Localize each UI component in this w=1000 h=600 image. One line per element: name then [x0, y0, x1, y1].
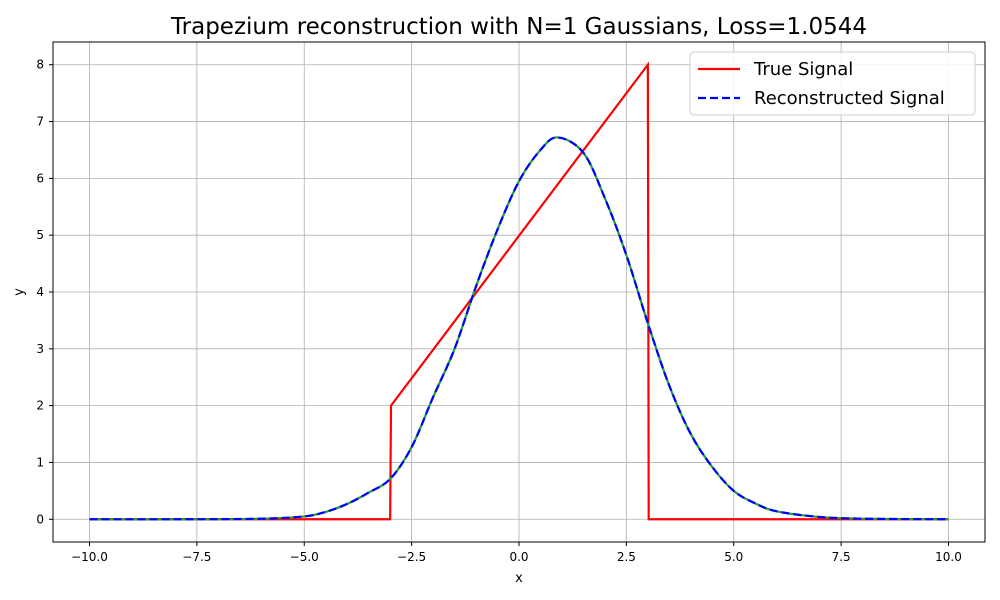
- plot-lines: [89, 61, 949, 521]
- legend: True Signal Reconstructed Signal: [689, 51, 976, 116]
- y-axis-ticks: 0 1 2 3 4 5 6 7 8: [36, 58, 53, 526]
- x-tick-label: −7.5: [182, 550, 211, 564]
- x-tick-label: −2.5: [397, 550, 426, 564]
- x-tick-label: −5.0: [290, 550, 319, 564]
- legend-true-signal-label: True Signal: [753, 59, 853, 80]
- legend-reconstructed-signal-label: Reconstructed Signal: [754, 88, 945, 109]
- y-tick-label: 3: [36, 342, 44, 356]
- x-axis-ticks: −10.0 −7.5 −5.0 −2.5 0.0 2.5 5.0 7.5 10.0: [71, 542, 962, 564]
- chart-title: Trapezium reconstruction with N=1 Gaussi…: [170, 14, 867, 40]
- y-tick-label: 8: [36, 58, 44, 72]
- true-signal-line: [89, 61, 949, 521]
- y-tick-label: 1: [36, 455, 44, 469]
- x-axis-label: x: [515, 571, 523, 586]
- x-tick-label: −10.0: [71, 550, 108, 564]
- x-tick-label: 5.0: [724, 550, 743, 564]
- y-tick-label: 2: [36, 399, 44, 413]
- y-tick-label: 7: [36, 115, 44, 129]
- grid: [53, 42, 985, 542]
- x-tick-label: 10.0: [935, 550, 962, 564]
- reconstructed-signal-line: [89, 136, 949, 521]
- x-tick-label: 2.5: [617, 550, 636, 564]
- y-axis-label: y: [12, 288, 27, 296]
- legend-box: [689, 51, 976, 116]
- y-tick-label: 5: [36, 228, 44, 242]
- y-tick-label: 6: [36, 171, 44, 185]
- y-tick-label: 0: [36, 512, 44, 526]
- x-tick-label: 7.5: [832, 550, 851, 564]
- x-tick-label: 0.0: [509, 550, 528, 564]
- y-tick-label: 4: [36, 285, 44, 299]
